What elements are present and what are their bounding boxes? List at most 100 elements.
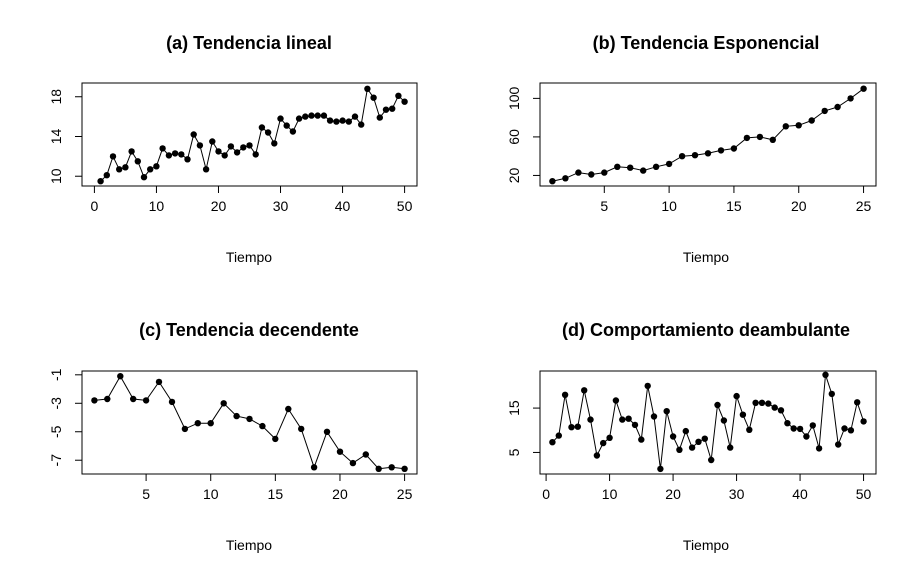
panel-a-data-point: [171, 150, 179, 157]
panel-a-data-point: [339, 117, 346, 124]
panel-c-data-point: [285, 405, 292, 413]
panel-b-x-tick-label: 5: [600, 198, 608, 214]
panel-c-x-tick-label: 5: [142, 486, 150, 502]
panel-b-x-tick-label: 20: [791, 198, 807, 214]
panel-d-data-point: [841, 425, 848, 432]
panel-d: (d) Comportamiento deambulante Tiempo 0 1…: [506, 320, 877, 553]
panel-a-data-point: [147, 166, 154, 173]
panel-a-frame: [81, 82, 418, 187]
panel-a-series-line: [100, 87, 405, 182]
panel-a-data-point: [370, 94, 377, 101]
panel-d-data-point: [612, 397, 620, 404]
panel-b-data-point: [575, 169, 582, 176]
panel-c-y-tick-label: -5: [48, 425, 64, 438]
panel-d-data-point: [771, 404, 778, 411]
panel-b-x-tick-label: 15: [726, 198, 742, 214]
panel-a-data-point: [264, 129, 272, 136]
panel-d-x-tick-label: 50: [856, 486, 872, 502]
panel-b-data-point: [821, 107, 828, 115]
panel-c-data-point: [323, 428, 331, 435]
panel-a-title: (a) Tendencia lineal: [166, 33, 332, 53]
panel-c-data-point: [130, 395, 137, 403]
panel-d-data-point: [720, 417, 728, 424]
panel-a-data-point: [246, 142, 253, 149]
panel-a-data-point: [227, 143, 235, 150]
panel-a-data-point: [401, 98, 408, 105]
panel-c-data-point: [142, 397, 150, 404]
panel-d-x-tick-label: 40: [792, 486, 808, 502]
panel-b-data-point: [549, 178, 556, 185]
panel-b-data-point: [834, 103, 841, 111]
panel-d-data-point: [739, 411, 747, 418]
panel-c-data-point: [233, 412, 240, 420]
panel-d-data-point: [561, 391, 569, 398]
panel-d-data-point: [796, 425, 804, 433]
panel-d-data-point: [835, 441, 842, 448]
panel-b-data-point: [717, 147, 725, 154]
panel-a-data-point: [389, 105, 396, 112]
panel-d-data-point: [746, 426, 753, 433]
panel-d-data-point: [847, 427, 855, 434]
panel-a-data-point: [320, 112, 328, 119]
panel-a-data-point: [122, 164, 129, 171]
panel-a-data-point: [382, 106, 390, 113]
panel-a-data-point: [295, 115, 303, 122]
panel-a-x-tick-label: 40: [335, 198, 351, 214]
panel-a-x-tick-label: 30: [273, 198, 289, 214]
panel-a-data-point: [395, 92, 402, 100]
panel-b-data-point: [808, 117, 815, 124]
panel-c-data-point: [194, 420, 201, 427]
panel-c-y-tick-label: -3: [48, 397, 64, 410]
panel-b-data-point: [652, 163, 660, 170]
panel-a-y-tick-label: 10: [48, 168, 64, 184]
panel-d-data-point: [758, 399, 766, 406]
panel-c: (c) Tendencia decendente Tiempo 5 10 15 20 2…: [48, 320, 418, 553]
panel-b-frame: [539, 82, 877, 187]
panel-d-data-point: [803, 433, 810, 440]
panel-d-xlabel: Tiempo: [683, 537, 729, 553]
panel-d-data-point: [555, 432, 562, 439]
panel-a-data-point: [240, 144, 247, 151]
panel-b-data-point: [860, 85, 867, 92]
panel-d-data-point: [568, 424, 575, 431]
panel-a-data-point: [134, 158, 141, 165]
panel-a-data-point: [153, 163, 160, 170]
panel-d-data-point: [669, 433, 677, 440]
panel-c-data-point: [336, 448, 344, 455]
panel-d-x-tick-label: 30: [729, 486, 745, 502]
panel-d-data-point: [657, 465, 664, 473]
panel-d-data-point: [638, 436, 645, 443]
panel-a-data-point: [345, 118, 352, 125]
panel-c-y-tick-label: -1: [48, 368, 64, 381]
panel-a-data-point: [103, 172, 111, 179]
panel-c-x-tick-label: 10: [203, 486, 219, 502]
panel-d-data-point: [727, 444, 734, 451]
panel-c-x-tick-label: 20: [332, 486, 348, 502]
panel-a-data-point: [215, 148, 222, 155]
panel-c-series-line: [94, 375, 405, 470]
panel-b-y-tick-label: 20: [506, 167, 522, 183]
panel-d-data-point: [695, 438, 702, 445]
panel-a-x-tick-label: 0: [91, 198, 99, 214]
panel-a-data-point: [165, 152, 173, 159]
panel-a-data-point: [252, 151, 259, 158]
panel-c-data-point: [155, 378, 163, 386]
panel-a-data-point: [97, 178, 104, 185]
panel-c-data-point: [375, 465, 382, 472]
panel-a-data-point: [308, 112, 315, 119]
panel-b-data-point: [743, 134, 751, 142]
panel-c-data-point: [298, 425, 305, 433]
panel-a-data-point: [258, 124, 266, 131]
panel-d-data-point: [631, 421, 639, 429]
panel-b-data-point: [601, 169, 608, 176]
panel-b-series-line: [552, 88, 864, 182]
panel-b-y-tick-label: 100: [506, 86, 522, 110]
panel-c-data-point: [117, 373, 124, 380]
panel-b-data-point: [769, 136, 776, 143]
panel-b: (b) Tendencia Esponencial Tiempo 5 10 15 20…: [506, 33, 877, 265]
panel-a-data-point: [128, 148, 135, 155]
panel-d-data-point: [790, 425, 797, 432]
panel-a-data-point: [209, 138, 216, 145]
panel-d-data-point: [688, 444, 696, 451]
